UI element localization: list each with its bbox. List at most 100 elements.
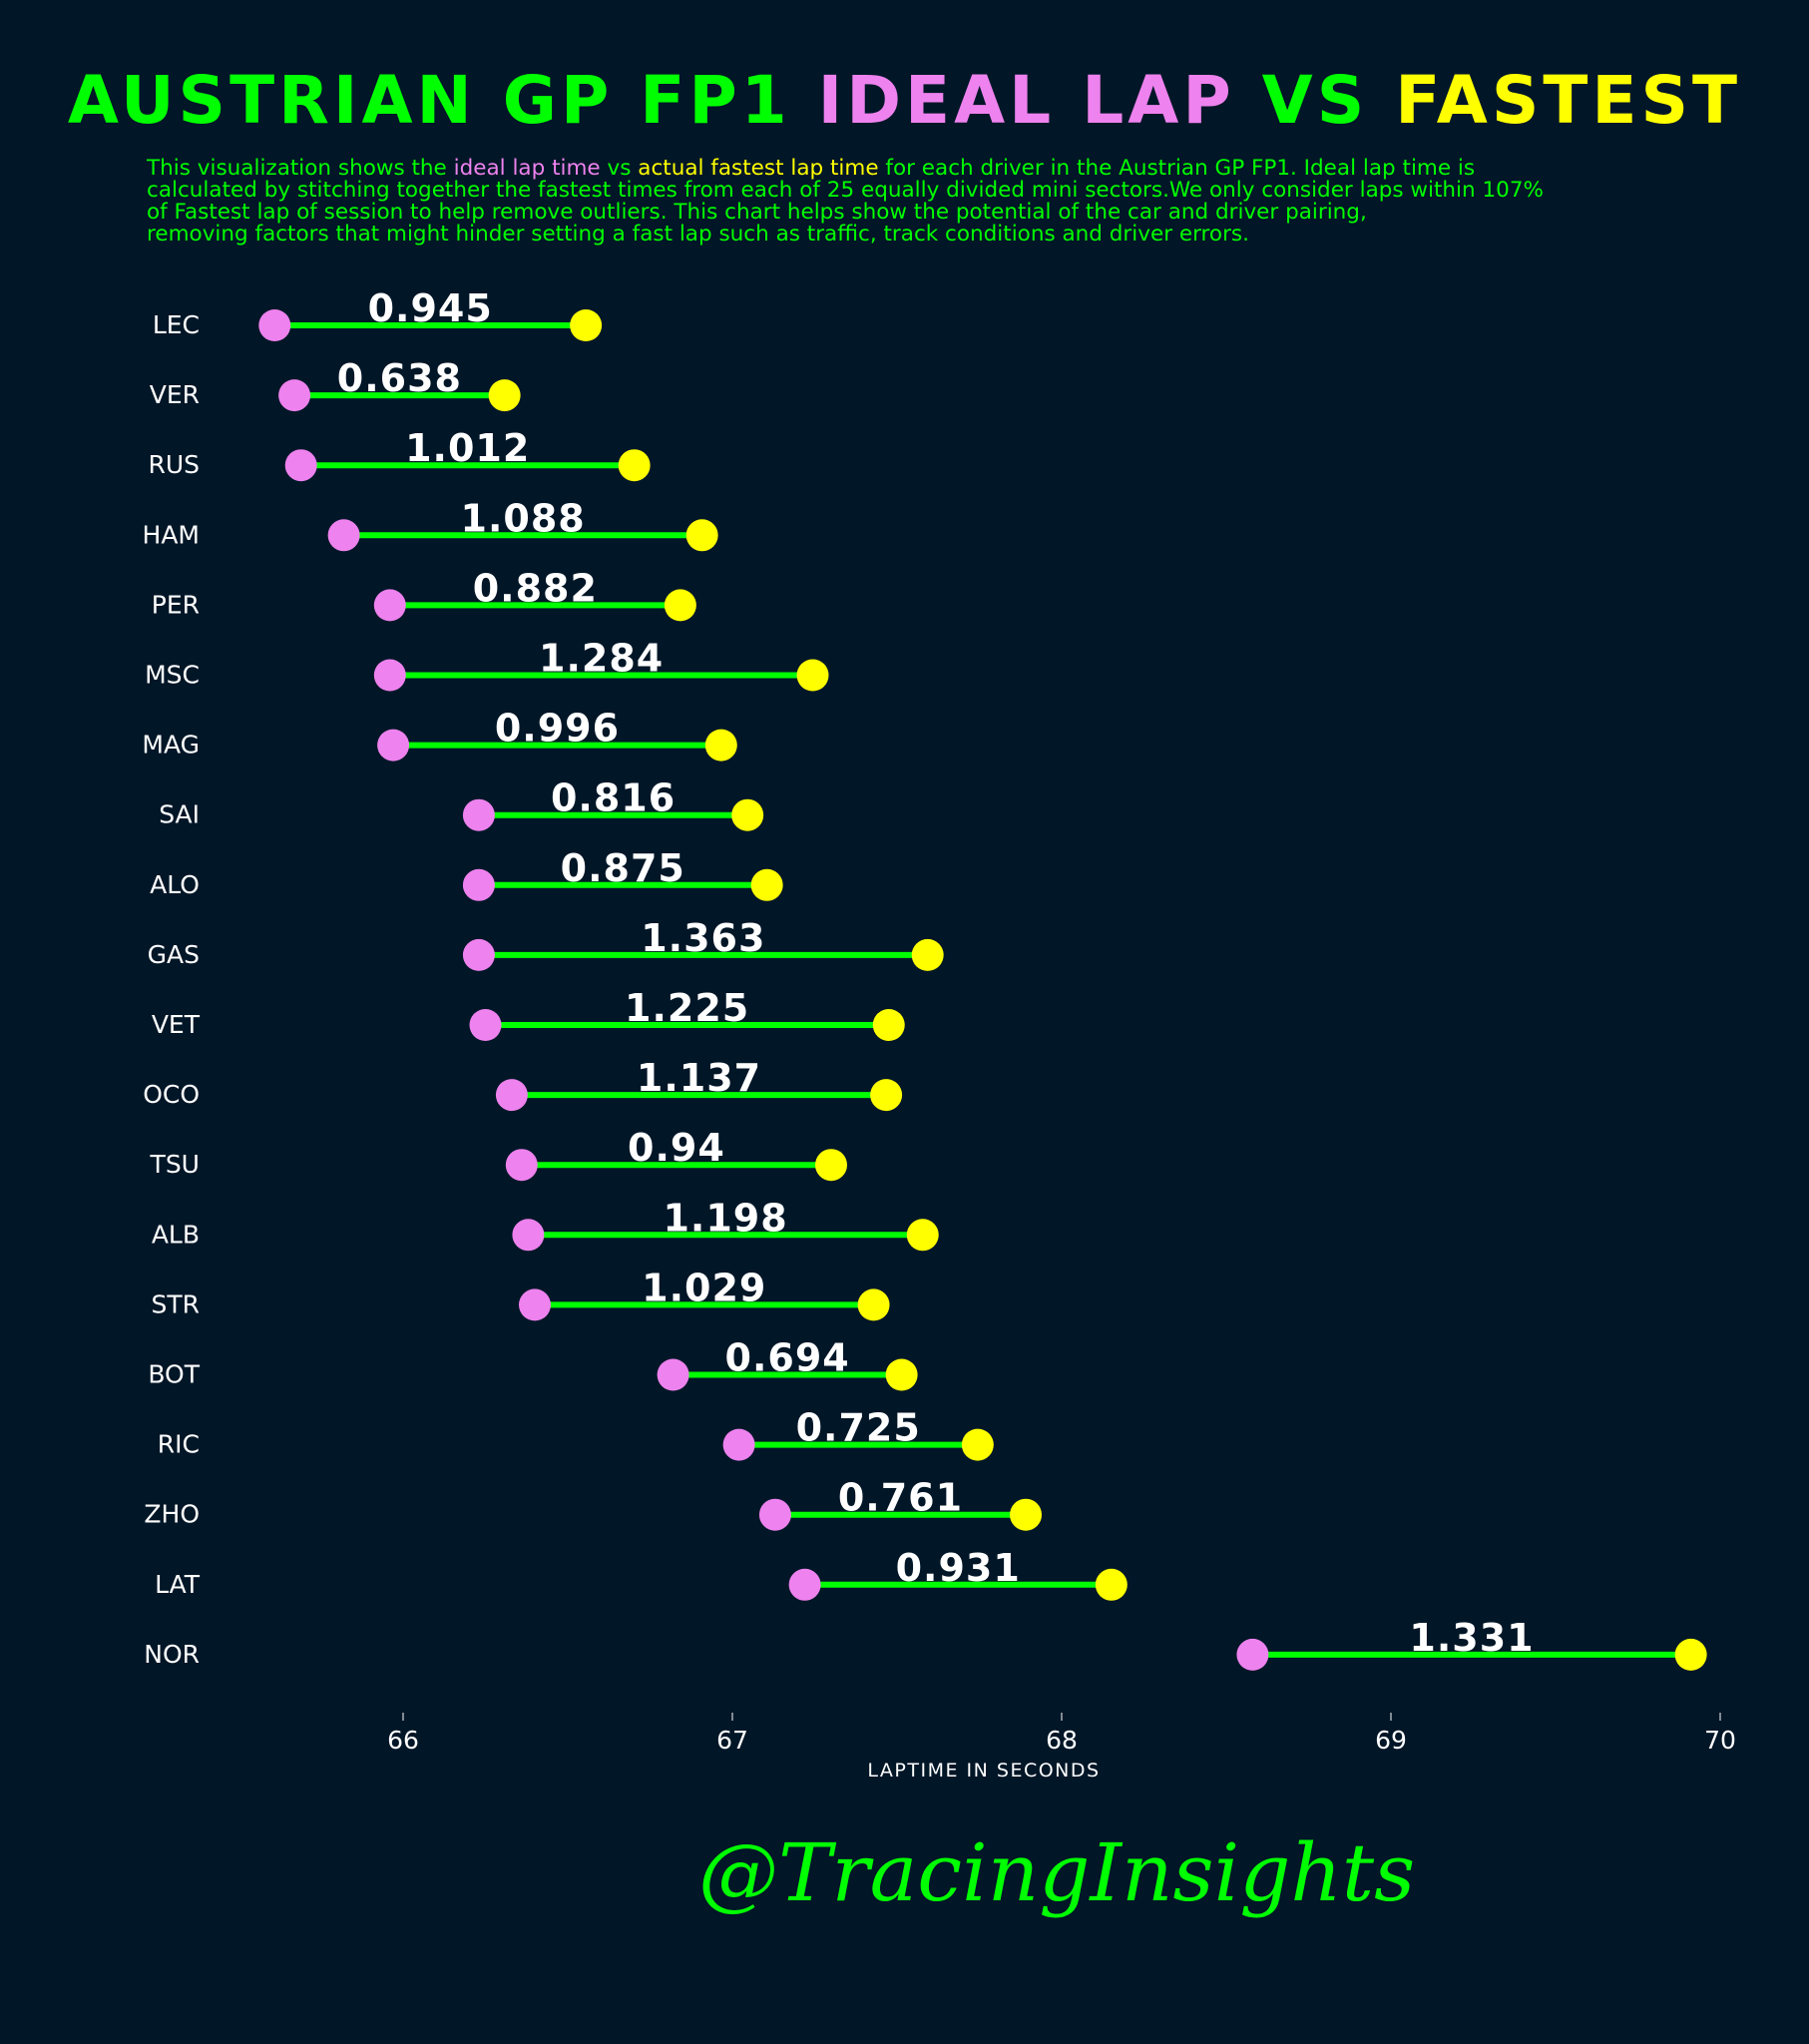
delta-label-lat: 0.931 [896, 1546, 1021, 1590]
delta-label-tsu: 0.94 [628, 1126, 725, 1170]
driver-label-gas: GAS [148, 940, 200, 969]
delta-label-nor: 1.331 [1409, 1616, 1534, 1660]
desc-line1-b: for each driver in the Austrian GP FP1. … [878, 156, 1476, 181]
fastest-point-lec [570, 309, 603, 341]
driver-label-lat: LAT [155, 1570, 201, 1599]
delta-label-bot: 0.694 [725, 1336, 850, 1380]
fastest-point-str [857, 1288, 890, 1321]
fastest-point-vet [872, 1009, 905, 1041]
watermark-signature: @TracingInsights [698, 1826, 1416, 1919]
ideal-point-lec [258, 309, 291, 341]
delta-label-ric: 0.725 [796, 1406, 921, 1450]
chart-title: AUSTRIAN GP FP1 IDEAL LAP VS FASTEST [0, 62, 1809, 139]
driver-label-bot: BOT [148, 1360, 200, 1389]
driver-label-ric: RIC [158, 1430, 200, 1459]
fastest-point-nor [1674, 1638, 1707, 1671]
ideal-point-msc [373, 659, 406, 692]
delta-label-gas: 1.363 [641, 916, 765, 960]
x-tick-label-68: 68 [1046, 1726, 1078, 1755]
desc-line3: of Fastest lap of session to help remove… [147, 200, 1367, 225]
delta-label-per: 0.882 [473, 566, 598, 610]
ideal-point-ham [327, 519, 360, 552]
ideal-point-str [519, 1288, 551, 1321]
delta-label-vet: 1.225 [625, 986, 749, 1030]
driver-label-nor: NOR [144, 1640, 200, 1669]
delta-label-sai: 0.816 [551, 776, 676, 820]
driver-label-alb: ALB [152, 1220, 200, 1249]
driver-label-oco: OCO [143, 1080, 200, 1109]
delta-label-oco: 1.137 [637, 1056, 761, 1100]
desc-ideal-highlight: ideal lap time [453, 156, 601, 181]
driver-label-per: PER [152, 590, 200, 619]
fastest-point-oco [870, 1079, 903, 1112]
delta-label-lec: 0.945 [368, 286, 493, 330]
ideal-point-rus [284, 449, 317, 482]
desc-vs: vs [600, 156, 639, 181]
driver-label-zho: ZHO [144, 1500, 200, 1529]
title-part-vs: VS [1234, 62, 1396, 139]
delta-label-str: 1.029 [642, 1266, 766, 1309]
driver-label-lec: LEC [153, 310, 200, 339]
driver-label-ver: VER [150, 380, 200, 409]
x-tick-label-67: 67 [716, 1726, 748, 1755]
driver-label-sai: SAI [159, 800, 200, 829]
ideal-point-alb [512, 1219, 545, 1252]
driver-label-msc: MSC [145, 661, 200, 690]
fastest-point-lat [1095, 1568, 1128, 1601]
fastest-point-rus [618, 449, 651, 482]
ideal-point-alo [462, 868, 495, 901]
delta-label-mag: 0.996 [495, 707, 620, 751]
chart-description: This visualization shows the ideal lap t… [147, 158, 1763, 246]
fastest-point-sai [731, 798, 764, 831]
ideal-point-sai [462, 798, 495, 831]
ideal-point-lat [788, 1568, 821, 1601]
ideal-point-tsu [505, 1149, 538, 1182]
desc-line2: calculated by stitching together the fas… [147, 178, 1544, 203]
fastest-point-ham [685, 519, 718, 552]
driver-label-mag: MAG [142, 731, 200, 760]
x-tick-label-69: 69 [1375, 1726, 1407, 1755]
desc-line4: removing factors that might hinder setti… [147, 222, 1249, 247]
fastest-point-alo [750, 868, 783, 901]
delta-label-ham: 1.088 [461, 496, 586, 540]
fastest-point-tsu [815, 1149, 847, 1182]
fastest-point-zho [1010, 1498, 1043, 1531]
delta-label-msc: 1.284 [539, 637, 664, 681]
ideal-point-zho [758, 1498, 791, 1531]
fastest-point-alb [906, 1219, 939, 1252]
delta-label-alo: 0.875 [561, 846, 685, 890]
driver-label-vet: VET [152, 1010, 201, 1039]
ideal-point-ric [722, 1428, 755, 1461]
fastest-point-per [664, 589, 696, 622]
delta-label-alb: 1.198 [663, 1196, 787, 1240]
driver-label-rus: RUS [148, 450, 200, 479]
delta-label-zho: 0.761 [838, 1476, 963, 1520]
title-part-event: AUSTRIAN GP FP1 [67, 62, 818, 139]
x-axis-label: LAPTIME IN SECONDS [867, 1760, 1100, 1782]
fastest-point-ver [488, 379, 521, 412]
driver-label-ham: HAM [143, 520, 200, 549]
fastest-point-msc [796, 659, 829, 692]
ideal-point-bot [657, 1358, 689, 1391]
fastest-point-mag [704, 729, 737, 762]
x-tick-label-70: 70 [1704, 1726, 1736, 1755]
fastest-point-gas [911, 938, 944, 971]
x-tick-label-66: 66 [387, 1726, 419, 1755]
driver-label-tsu: TSU [150, 1150, 200, 1179]
ideal-point-gas [462, 938, 495, 971]
driver-label-alo: ALO [150, 870, 200, 899]
ideal-point-nor [1236, 1638, 1269, 1671]
driver-label-str: STR [151, 1289, 200, 1318]
ideal-point-per [373, 589, 406, 622]
title-part-fastest: FASTEST [1395, 62, 1742, 139]
title-part-ideal: IDEAL LAP [817, 62, 1235, 139]
ideal-point-vet [469, 1009, 502, 1041]
ideal-point-mag [377, 729, 410, 762]
delta-label-rus: 1.012 [405, 426, 530, 470]
fastest-point-bot [885, 1358, 918, 1391]
ideal-point-oco [495, 1079, 528, 1112]
delta-label-ver: 0.638 [337, 356, 462, 400]
desc-fastest-highlight: actual fastest lap time [638, 156, 879, 181]
